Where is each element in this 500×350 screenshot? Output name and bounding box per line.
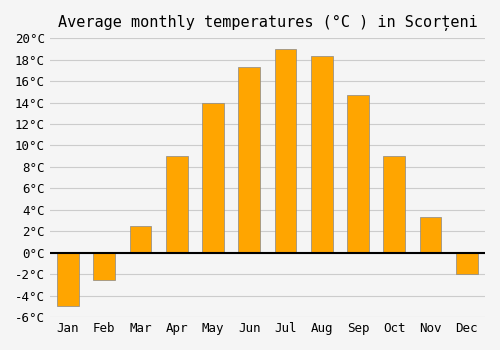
Bar — [384, 156, 405, 253]
Bar — [130, 226, 152, 253]
Bar — [57, 253, 79, 306]
Bar — [420, 217, 442, 253]
Bar — [94, 253, 115, 280]
Bar — [456, 253, 477, 274]
Bar — [202, 103, 224, 253]
Bar — [166, 156, 188, 253]
Bar — [238, 67, 260, 253]
Title: Average monthly temperatures (°C ) in Scorțeni: Average monthly temperatures (°C ) in Sc… — [58, 15, 478, 31]
Bar — [274, 49, 296, 253]
Bar — [311, 56, 332, 253]
Bar — [347, 95, 369, 253]
